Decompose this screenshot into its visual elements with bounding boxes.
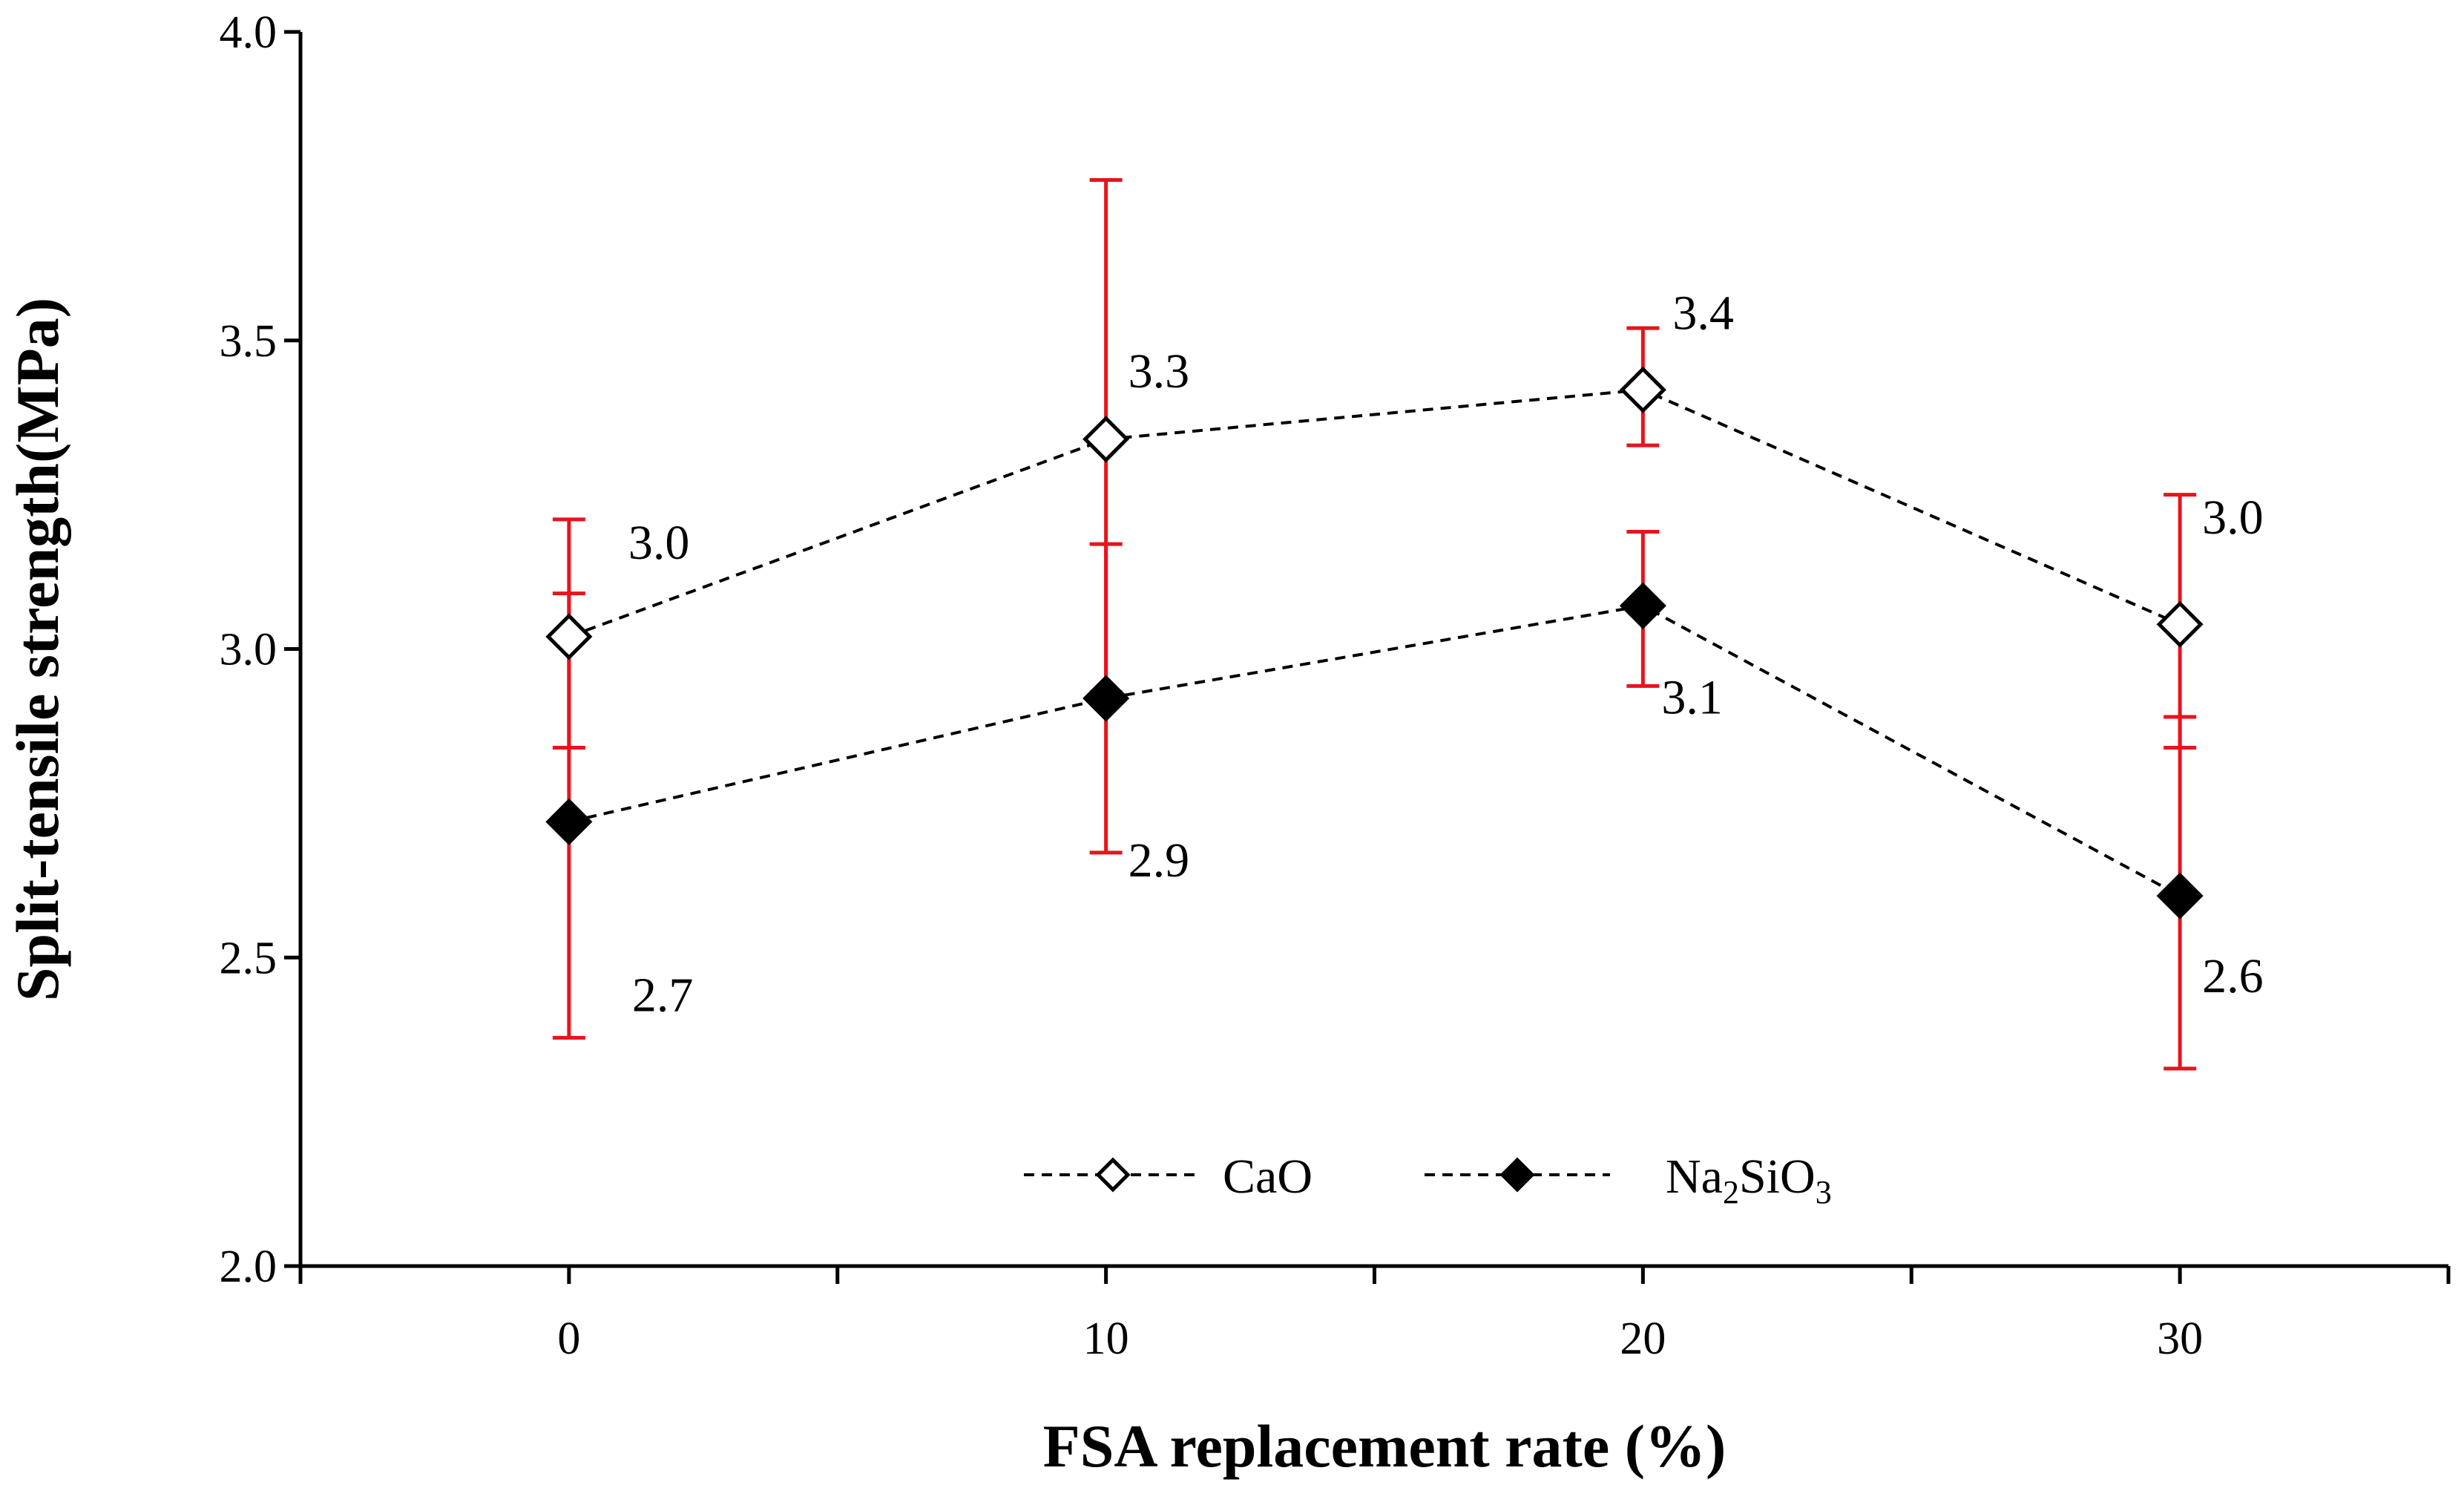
data-labels-group: 3.0 3.3 3.4 3.0 2.7 2.9 3.1 2.6 <box>628 286 2264 1022</box>
legend-marker-cao <box>1095 1157 1131 1193</box>
x-tick-label: 10 <box>1083 1314 1129 1364</box>
data-label-cao: 3.0 <box>628 516 690 570</box>
x-tick-label: 0 <box>557 1314 580 1364</box>
data-label-cao: 3.3 <box>1128 344 1190 399</box>
data-label-cao: 3.4 <box>1672 286 1734 340</box>
legend-label-cao: CaO <box>1223 1150 1313 1204</box>
y-tick-label: 3.0 <box>220 625 277 675</box>
series-markers-group <box>545 366 2204 919</box>
data-label-na2sio3: 3.1 <box>1661 670 1723 724</box>
legend-label-na2sio3-part2: SiO <box>1739 1150 1816 1204</box>
y-tick-label: 4.0 <box>220 7 277 58</box>
data-point-cao <box>1619 366 1666 413</box>
x-tick-label: 20 <box>1620 1314 1666 1364</box>
legend-item-na2sio3: Na2SiO3 <box>1425 1150 1832 1210</box>
data-label-na2sio3: 2.7 <box>632 968 694 1022</box>
data-label-na2sio3: 2.6 <box>2202 949 2264 1003</box>
y-tick-label: 2.0 <box>220 1242 277 1292</box>
legend-label-na2sio3-part1: Na <box>1666 1150 1723 1204</box>
data-label-cao: 3.0 <box>2202 491 2264 545</box>
y-tick-label: 2.5 <box>220 933 277 983</box>
x-ticks-group: 0 10 20 30 <box>298 1266 2451 1364</box>
data-point-cao <box>2156 600 2204 648</box>
y-axis-title: Split-tensile strength(MPa) <box>4 298 71 1001</box>
legend-item-cao: CaO <box>1024 1150 1313 1204</box>
data-point-na2sio3 <box>545 798 593 845</box>
legend-label-na2sio3-sub1: 2 <box>1723 1174 1739 1210</box>
data-point-cao <box>545 613 593 660</box>
legend-label-na2sio3-sub2: 3 <box>1816 1174 1832 1210</box>
legend-marker-na2sio3 <box>1499 1157 1535 1193</box>
legend: CaO Na2SiO3 <box>1024 1150 1832 1210</box>
data-point-na2sio3 <box>2156 872 2204 919</box>
x-axis-title: FSA replacement rate (%) <box>1043 1412 1727 1480</box>
legend-label-na2sio3: Na2SiO3 <box>1666 1150 1832 1210</box>
data-point-na2sio3 <box>1619 582 1666 629</box>
y-tick-label: 3.5 <box>220 316 277 367</box>
y-ticks-group: 2.0 2.5 3.0 3.5 4.0 <box>220 7 300 1292</box>
data-label-na2sio3: 2.9 <box>1128 833 1190 888</box>
series-line-na2sio3 <box>568 604 2181 897</box>
series-lines-group <box>568 388 2181 897</box>
error-bars-group <box>552 178 2197 1071</box>
x-tick-label: 30 <box>2157 1314 2203 1364</box>
axes-group <box>298 32 2448 1268</box>
series-line-cao <box>568 388 2181 638</box>
data-point-cao <box>1082 416 1130 463</box>
data-point-na2sio3 <box>1082 675 1130 722</box>
